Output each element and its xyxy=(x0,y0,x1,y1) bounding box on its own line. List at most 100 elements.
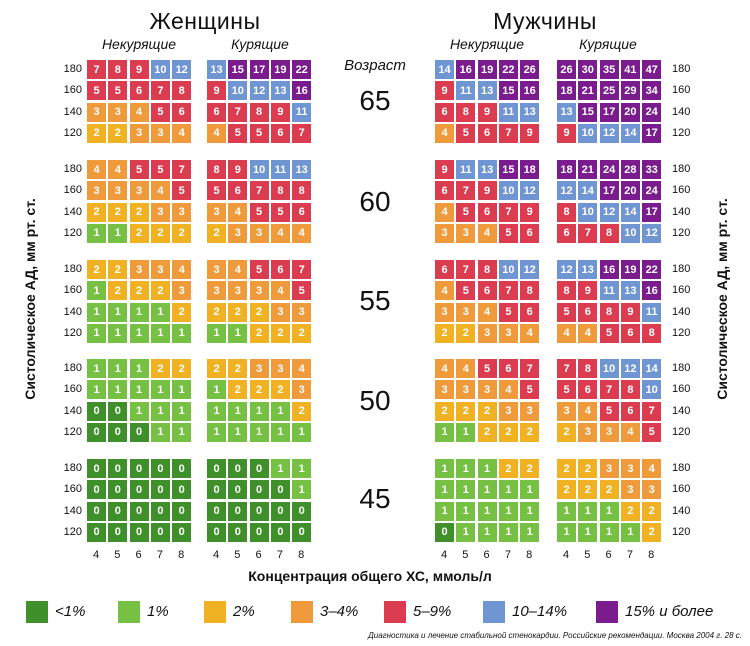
risk-cell: 0 xyxy=(172,501,192,521)
risk-cell: 1 xyxy=(477,480,497,500)
risk-cell: 1 xyxy=(150,323,170,343)
risk-cell: 6 xyxy=(207,102,226,122)
risk-cell: 16 xyxy=(599,260,619,279)
risk-cell: 0 xyxy=(249,459,269,478)
risk-cell: 0 xyxy=(207,501,226,521)
risk-cell: 1 xyxy=(129,380,149,400)
risk-cell: 1 xyxy=(520,522,540,542)
sbp-label: 180 xyxy=(672,163,691,175)
risk-cell: 7 xyxy=(520,359,540,378)
risk-cell: 1 xyxy=(129,359,149,378)
risk-cell: 10 xyxy=(498,181,518,201)
sbp-label: 180 xyxy=(63,362,82,374)
risk-cell: 3 xyxy=(435,380,454,400)
risk-cell: 3 xyxy=(108,181,128,201)
risk-cell: 9 xyxy=(435,81,454,101)
sbp-label: 120 xyxy=(63,226,82,239)
risk-cell: 5 xyxy=(228,123,248,143)
risk-cell: 1 xyxy=(477,522,497,542)
risk-cell: 10 xyxy=(599,359,619,378)
risk-cell: 15 xyxy=(228,60,248,79)
chol-tick: 7 xyxy=(276,549,283,561)
risk-cell: 14 xyxy=(642,359,662,378)
age-label-55: 55 xyxy=(359,285,391,316)
risk-cell: 3 xyxy=(477,380,497,400)
risk-cell: 0 xyxy=(270,480,290,500)
risk-cell: 2 xyxy=(207,302,226,322)
legend-label: 15% и более xyxy=(625,603,714,620)
risk-cell: 1 xyxy=(557,501,576,521)
risk-cell: 9 xyxy=(520,123,540,143)
risk-cell: 11 xyxy=(456,160,476,179)
risk-cell: 4 xyxy=(456,359,476,378)
risk-cell: 1 xyxy=(129,401,149,421)
chol-tick: 6 xyxy=(605,549,612,561)
risk-cell: 8 xyxy=(456,102,476,122)
risk-cell: 15 xyxy=(498,160,518,179)
risk-cell: 6 xyxy=(620,401,640,421)
risk-cell: 8 xyxy=(108,60,128,79)
risk-cell: 17 xyxy=(249,60,269,79)
chol-tick: 5 xyxy=(114,549,121,561)
sbp-label: 160 xyxy=(672,184,691,197)
sbp-label: 160 xyxy=(63,84,82,97)
sbp-label: 140 xyxy=(63,404,82,417)
women-nonsmoking-label: Некурящие xyxy=(101,36,177,52)
risk-cell: 1 xyxy=(108,380,128,400)
risk-cell: 1 xyxy=(150,380,170,400)
risk-cell: 0 xyxy=(150,522,170,542)
risk-cell: 20 xyxy=(620,181,640,201)
risk-cell: 2 xyxy=(620,501,640,521)
risk-cell: 1 xyxy=(270,459,290,478)
risk-cell: 8 xyxy=(520,281,540,301)
risk-cell: 8 xyxy=(557,281,576,301)
risk-cell: 5 xyxy=(642,422,662,442)
risk-cell: 9 xyxy=(435,160,454,179)
risk-cell: 41 xyxy=(620,60,640,79)
risk-cell: 6 xyxy=(520,223,540,243)
risk-cell: 10 xyxy=(249,160,269,179)
risk-cell: 6 xyxy=(435,181,454,201)
risk-cell: 4 xyxy=(435,281,454,301)
risk-cell: 4 xyxy=(292,223,312,243)
risk-cell: 4 xyxy=(108,160,128,179)
risk-cell: 1 xyxy=(108,302,128,322)
risk-cell: 9 xyxy=(270,102,290,122)
legend-label: 2% xyxy=(233,603,255,620)
chol-tick: 7 xyxy=(504,549,511,561)
risk-cell: 24 xyxy=(642,102,662,122)
risk-cell: 3 xyxy=(620,459,640,478)
risk-cell: 4 xyxy=(578,323,598,343)
risk-cell: 1 xyxy=(87,359,106,378)
sbp-label: 180 xyxy=(63,63,82,75)
risk-cell: 0 xyxy=(172,459,192,478)
risk-cell: 13 xyxy=(578,260,598,279)
risk-cell: 6 xyxy=(292,202,312,222)
risk-cell: 1 xyxy=(477,459,497,478)
women-header: Женщины xyxy=(149,8,261,34)
risk-cell: 2 xyxy=(520,422,540,442)
men-smoking-label: Курящие xyxy=(579,36,637,52)
risk-cell: 1 xyxy=(520,480,540,500)
risk-cell: 5 xyxy=(520,380,540,400)
risk-cell: 4 xyxy=(620,422,640,442)
risk-cell: 0 xyxy=(150,459,170,478)
risk-cell: 3 xyxy=(172,202,192,222)
chol-tick: 4 xyxy=(212,549,220,561)
risk-cell: 0 xyxy=(207,480,226,500)
risk-cell: 16 xyxy=(642,281,662,301)
risk-cell: 8 xyxy=(477,260,497,279)
risk-cell: 1 xyxy=(435,459,454,478)
risk-cell: 9 xyxy=(557,123,576,143)
risk-cell: 13 xyxy=(270,81,290,101)
chol-tick: 8 xyxy=(648,549,655,561)
risk-cell: 8 xyxy=(172,81,192,101)
risk-cell: 1 xyxy=(292,422,312,442)
risk-cell: 0 xyxy=(249,501,269,521)
sbp-label: 140 xyxy=(63,504,82,517)
risk-cell: 2 xyxy=(557,480,576,500)
sbp-label: 160 xyxy=(63,284,82,297)
risk-cell: 8 xyxy=(578,359,598,378)
risk-cell: 2 xyxy=(172,223,192,243)
